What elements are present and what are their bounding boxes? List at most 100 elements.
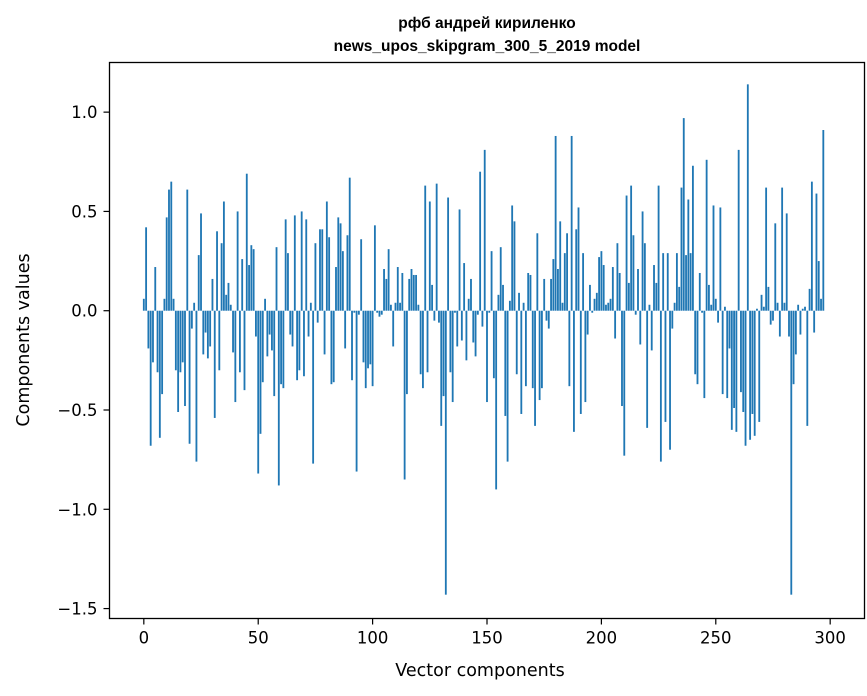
bar [607,302,610,311]
bar [357,310,360,315]
bar [163,298,166,311]
bar [591,310,594,313]
bar [554,135,557,311]
bar [181,310,184,363]
bar [154,267,157,311]
x-tick-label: 200 [586,629,618,648]
bar [502,284,504,311]
bar [820,298,822,311]
bar [481,310,484,327]
bar [746,84,749,311]
bar [730,310,733,430]
bar [149,310,152,446]
bar [618,272,621,311]
bar [165,217,168,311]
bar [506,310,509,462]
bar [426,310,429,373]
bar [232,310,234,353]
x-tick-label: 150 [471,629,503,648]
bar [625,195,628,311]
bar [335,267,337,311]
bar [653,265,655,311]
bar [577,207,580,311]
y-axis-label: Components values [14,253,34,426]
bar [563,253,566,311]
x-tick-label: 50 [248,629,269,648]
bar [623,310,626,456]
bar [566,233,568,311]
bar [309,302,312,311]
bar [621,310,623,407]
bar [552,259,555,311]
bar [710,304,713,311]
bar [353,310,356,313]
bar [470,278,472,311]
bar [378,310,381,317]
bar [213,310,216,418]
bar [598,257,601,311]
bar [184,310,186,407]
bar [769,310,772,325]
bar [339,223,342,311]
bar [808,288,811,311]
bar [323,310,326,355]
bar [355,310,358,472]
bar [726,310,729,399]
bar [271,310,273,351]
bar [593,298,596,311]
bar [467,298,470,311]
bar [422,310,424,389]
bar [788,310,790,337]
bar [238,310,241,373]
bar [545,310,548,321]
bar [534,310,536,426]
bar [161,310,164,395]
bar [760,294,763,311]
bar [518,292,520,311]
bar [314,243,317,311]
bar [303,310,305,377]
bar [202,310,205,355]
bar [438,310,440,323]
bar [616,243,619,311]
bar [174,310,177,371]
bar [211,278,214,311]
bar [389,304,392,311]
bar [678,286,681,311]
bar [774,223,777,311]
bar [250,245,253,311]
bar [156,310,159,373]
bar [312,310,315,464]
bar [280,310,283,385]
chart-subtitle: news_upos_skipgram_300_5_2019 model [334,38,641,55]
bar [492,310,495,379]
bar [511,205,514,311]
bar [685,255,687,311]
bar [300,211,303,311]
bar [261,310,264,383]
bar [454,310,456,313]
bar [399,302,401,311]
y-tick-label: −1.0 [57,500,97,519]
bar [703,310,706,399]
bar [785,213,788,311]
bar [152,310,154,363]
bar [142,298,145,311]
x-axis-label: Vector components [395,661,564,681]
bar [371,310,374,387]
bar [179,310,182,373]
bar [641,211,644,311]
bar [762,306,765,311]
bar [751,310,754,414]
bar [410,269,413,311]
chart-title: рфб андрей кириленко [398,15,575,32]
bar [813,310,816,333]
x-tick-label: 250 [700,629,732,648]
x-tick-label: 0 [139,629,150,648]
bar [266,310,269,357]
bar [815,193,818,311]
bar [259,310,262,434]
bar [531,310,534,389]
bar [172,298,175,311]
y-tick-label: −0.5 [57,401,97,420]
